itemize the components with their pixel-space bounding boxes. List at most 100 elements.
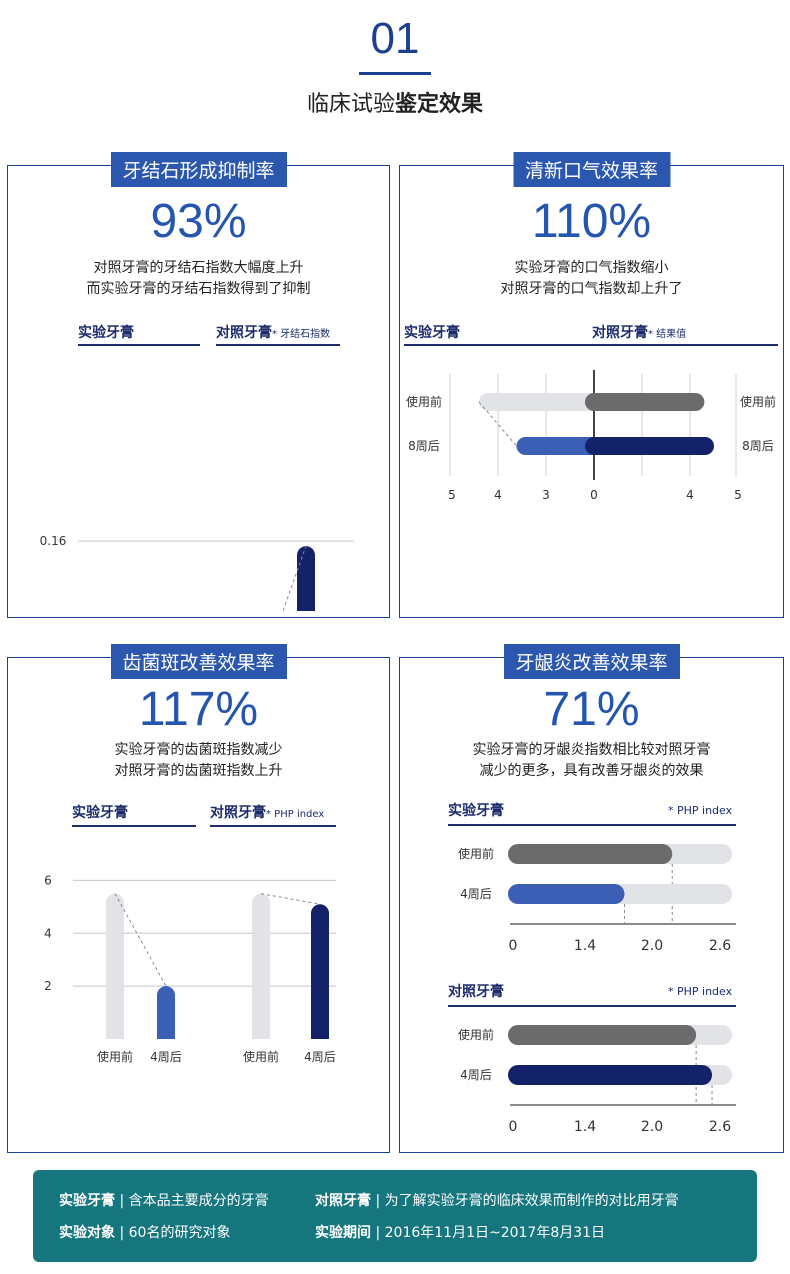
section-title: 临床试验鉴定效果: [0, 86, 790, 118]
chart-tartar: 0.00.080.16使用前4周后使用前4周后: [40, 534, 354, 611]
label-control-note: * 结果值: [648, 329, 687, 340]
label-experimental: 实验牙膏: [78, 325, 134, 341]
y-tick-label: 0.16: [40, 534, 67, 548]
label-control-text: 对照牙膏: [210, 805, 266, 821]
category-label: 4周后: [460, 887, 492, 901]
label-experimental: 实验牙膏: [72, 805, 128, 821]
panel-title: 齿菌斑改善效果率: [110, 644, 287, 679]
bar-right: [585, 393, 705, 411]
panel-title: 清新口气效果率: [512, 152, 671, 187]
y-tick-label: 4: [44, 926, 52, 940]
desc-line-2: 对照牙膏的口气指数却上升了: [500, 281, 683, 297]
label-control: 对照牙膏: [448, 984, 504, 1000]
panel-plaque: 齿菌斑改善效果率 117% 实验牙膏的齿菌斑指数减少 对照牙膏的齿菌斑指数上升 …: [7, 644, 390, 1153]
category-label-left: 8周后: [408, 439, 440, 453]
panel-breath: 清新口气效果率 110% 实验牙膏的口气指数缩小 对照牙膏的口气指数却上升了 实…: [399, 152, 784, 618]
panel-percent: 117%: [138, 683, 259, 736]
category-label-right: 使用前: [740, 394, 776, 409]
bar: [508, 844, 673, 864]
chart-gingivitis-experimental: 使用前 4周后 0 1.4 2.0 2.6: [458, 844, 736, 954]
chart-gingivitis-control: 使用前 4周后 0 1.4 2.0 2.6: [458, 1025, 736, 1135]
desc-line-1: 实验牙膏的齿菌斑指数减少: [114, 742, 283, 758]
panel-description: 实验牙膏的牙龈炎指数相比较对照牙膏 减少的更多，具有改善牙龈炎的效果: [400, 740, 783, 782]
bar-base: [106, 1030, 124, 1039]
footer-key: 实验牙膏: [59, 1193, 115, 1209]
panel-percent: 110%: [531, 195, 652, 248]
bar: [106, 893, 124, 1039]
panel-percent: 71%: [543, 683, 640, 736]
underline-left: [78, 344, 200, 346]
x-tick-label: 5: [734, 488, 742, 502]
x-tick-label: 4: [494, 488, 502, 502]
chart-plaque: 2 4 6 使用前 4周后 使用前 4周后: [44, 873, 336, 1064]
panel-description: 对照牙膏的牙结石指数大幅度上升 而实验牙膏的牙结石指数得到了抑制: [8, 258, 389, 300]
section-number: 01: [370, 14, 420, 63]
underline-left: [72, 825, 196, 827]
label-control-text: 对照牙膏: [592, 325, 648, 341]
footer-key: 实验对象: [59, 1225, 115, 1241]
y-tick-label: 6: [44, 873, 52, 887]
footer-row-2-left: 实验对象 | 60名的研究对象: [59, 1225, 231, 1241]
underline-bottom: [448, 1005, 736, 1007]
category-label: 4周后: [304, 1050, 336, 1064]
desc-line-1: 对照牙膏的牙结石指数大幅度上升: [93, 260, 304, 276]
category-label: 使用前: [97, 1049, 133, 1064]
label-control: 对照牙膏* 结果值: [592, 322, 686, 342]
footer-key: 对照牙膏: [315, 1193, 371, 1209]
bar-base: [311, 1030, 329, 1039]
label-control: 对照牙膏* PHP index: [210, 802, 324, 822]
trend-line: [260, 893, 321, 905]
chart-breath: 使用前 使用前 8周后 8周后 5 4 3 0 4 5: [406, 370, 776, 502]
panel-title: 牙结石形成抑制率: [110, 152, 287, 187]
x-tick-label: 2.6: [709, 1119, 731, 1135]
category-label-right: 8周后: [742, 439, 774, 453]
panel-description: 实验牙膏的口气指数缩小 对照牙膏的口气指数却上升了: [400, 258, 783, 300]
title-bold: 鉴定效果: [395, 92, 484, 117]
label-experimental: 实验牙膏: [404, 325, 460, 341]
bar: [311, 904, 329, 1039]
bar: [508, 884, 625, 904]
desc-line-1: 实验牙膏的牙龈炎指数相比较对照牙膏: [472, 742, 711, 758]
bar-right: [585, 437, 714, 455]
footer-legend: 实验牙膏 | 含本品主要成分的牙膏 对照牙膏 | 为了解实验牙膏的临床效果而制作…: [33, 1170, 757, 1262]
label-control: 对照牙膏* 牙结石指数: [216, 322, 330, 342]
x-tick-label: 2.6: [709, 938, 731, 954]
label-experimental: 实验牙膏: [448, 803, 504, 819]
x-tick-label: 2.0: [641, 938, 663, 954]
footer-row-1-right: 对照牙膏 | 为了解实验牙膏的临床效果而制作的对比用牙膏: [315, 1193, 679, 1209]
footer-value: 60名的研究对象: [128, 1225, 231, 1241]
footer-value: 为了解实验牙膏的临床效果而制作的对比用牙膏: [384, 1193, 679, 1209]
bar: [508, 1025, 697, 1045]
category-label-left: 使用前: [406, 394, 442, 409]
bar: [297, 546, 315, 611]
x-tick-label: 3: [542, 488, 550, 502]
category-label: 使用前: [458, 1027, 494, 1042]
footer-row-1-left: 实验牙膏 | 含本品主要成分的牙膏: [59, 1193, 269, 1209]
desc-line-2: 减少的更多，具有改善牙龈炎的效果: [479, 763, 704, 779]
desc-line-1: 实验牙膏的口气指数缩小: [514, 260, 669, 276]
footer-value: 含本品主要成分的牙膏: [128, 1193, 269, 1209]
y-tick-label: 2: [44, 979, 52, 993]
x-tick-label: 4: [686, 488, 694, 502]
bar: [252, 893, 270, 1039]
panel-description: 实验牙膏的齿菌斑指数减少 对照牙膏的齿菌斑指数上升: [8, 740, 389, 782]
title-plain: 临床试验: [306, 92, 395, 117]
label-control-note: * PHP index: [266, 809, 325, 820]
label-experimental-note: * PHP index: [668, 804, 733, 817]
underline: [404, 344, 778, 346]
panel-title: 牙龈炎改善效果率: [503, 644, 680, 679]
desc-line-2: 而实验牙膏的牙结石指数得到了抑制: [86, 281, 311, 297]
category-label: 4周后: [150, 1050, 182, 1064]
footer-row-2-right: 实验期间 | 2016年11月1日~2017年8月31日: [315, 1225, 606, 1241]
panel-percent: 93%: [150, 195, 247, 248]
bar-base: [157, 1030, 175, 1039]
x-tick-label: 1.4: [574, 938, 596, 954]
category-label: 使用前: [243, 1049, 279, 1064]
desc-line-2: 对照牙膏的齿菌斑指数上升: [114, 763, 283, 779]
x-tick-label: 5: [448, 488, 456, 502]
panel-gingivitis: 牙龈炎改善效果率 71% 实验牙膏的牙龈炎指数相比较对照牙膏 减少的更多，具有改…: [399, 644, 784, 1153]
label-control-text: 对照牙膏: [216, 325, 272, 341]
bar-left: [516, 437, 603, 455]
label-control-note: * PHP index: [668, 985, 733, 998]
category-label: 4周后: [460, 1068, 492, 1082]
